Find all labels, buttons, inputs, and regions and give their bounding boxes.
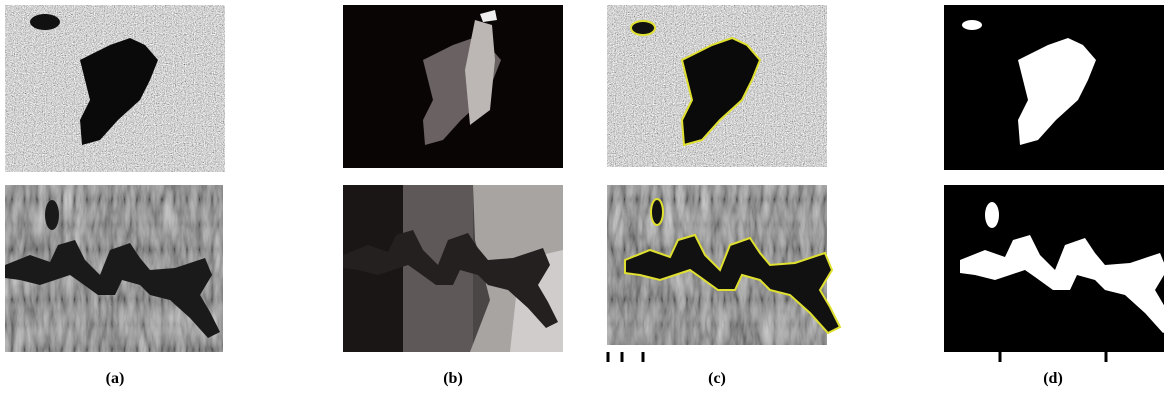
figure: (a) (b) (c) (d) xyxy=(0,0,1176,393)
caption: (d) xyxy=(1043,370,1063,387)
panel-d-bottom xyxy=(944,185,1175,362)
panel-c-top xyxy=(607,5,827,167)
panel-a-bottom xyxy=(5,185,223,352)
panel-c-bottom xyxy=(607,185,840,362)
panel-d-top xyxy=(944,5,1164,170)
panel-a-top xyxy=(5,5,225,172)
caption: (c) xyxy=(708,370,726,387)
caption: (a) xyxy=(106,370,125,387)
panel-b-bottom xyxy=(343,185,563,352)
panel-b-top xyxy=(343,5,563,168)
caption: (b) xyxy=(443,370,463,387)
